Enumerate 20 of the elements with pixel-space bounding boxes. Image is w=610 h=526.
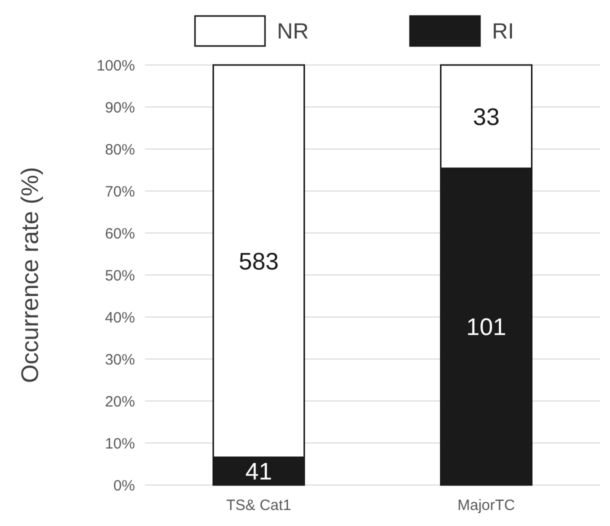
y-tick-label: 10% — [104, 435, 135, 452]
y-tick-label: 100% — [96, 57, 135, 74]
y-tick-label: 0% — [113, 477, 135, 494]
legend-label: NR — [277, 18, 309, 44]
y-tick-label: 60% — [104, 225, 135, 242]
annotation: 41 — [245, 458, 272, 486]
y-tick-label: 90% — [104, 99, 135, 116]
y-tick-label: 70% — [104, 183, 135, 200]
annotation: 33 — [472, 104, 500, 132]
y-tick-label: 50% — [104, 267, 135, 284]
x-tick-label: MajorTC — [457, 497, 516, 514]
legend-label: RI — [492, 18, 514, 44]
y-tick-label: 40% — [104, 309, 135, 326]
y-axis-title: Occurrence rate (%) — [17, 166, 44, 384]
y-tick-label: 20% — [104, 393, 135, 410]
y-tick-label: 30% — [104, 351, 135, 368]
x-tick-label: TS& Cat1 — [226, 497, 292, 514]
annotation: 583 — [238, 248, 279, 276]
annotation: 101 — [466, 314, 506, 342]
y-tick-label: 80% — [104, 141, 135, 158]
